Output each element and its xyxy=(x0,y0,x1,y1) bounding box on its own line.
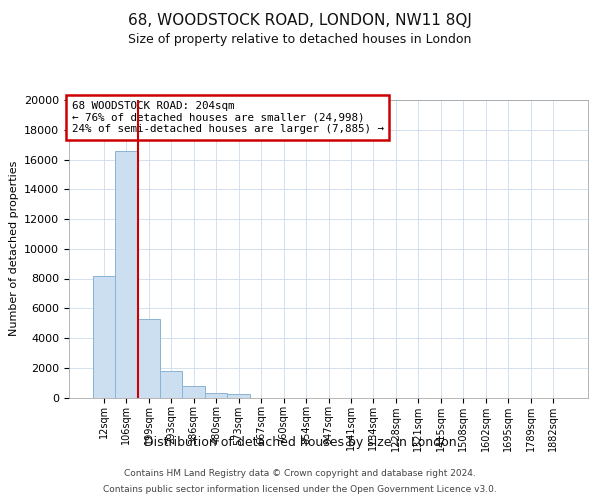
Bar xyxy=(182,386,205,398)
Text: 68, WOODSTOCK ROAD, LONDON, NW11 8QJ: 68, WOODSTOCK ROAD, LONDON, NW11 8QJ xyxy=(128,12,472,28)
Y-axis label: Number of detached properties: Number of detached properties xyxy=(8,161,19,336)
Bar xyxy=(92,276,115,398)
Text: Contains HM Land Registry data © Crown copyright and database right 2024.: Contains HM Land Registry data © Crown c… xyxy=(124,470,476,478)
Bar xyxy=(137,318,160,398)
Text: Distribution of detached houses by size in London: Distribution of detached houses by size … xyxy=(143,436,457,449)
Text: Contains public sector information licensed under the Open Government Licence v3: Contains public sector information licen… xyxy=(103,484,497,494)
Text: Size of property relative to detached houses in London: Size of property relative to detached ho… xyxy=(128,32,472,46)
Bar xyxy=(227,394,250,398)
Bar xyxy=(115,150,137,398)
Text: 68 WOODSTOCK ROAD: 204sqm
← 76% of detached houses are smaller (24,998)
24% of s: 68 WOODSTOCK ROAD: 204sqm ← 76% of detac… xyxy=(71,101,383,134)
Bar xyxy=(160,372,182,398)
Bar xyxy=(205,393,227,398)
